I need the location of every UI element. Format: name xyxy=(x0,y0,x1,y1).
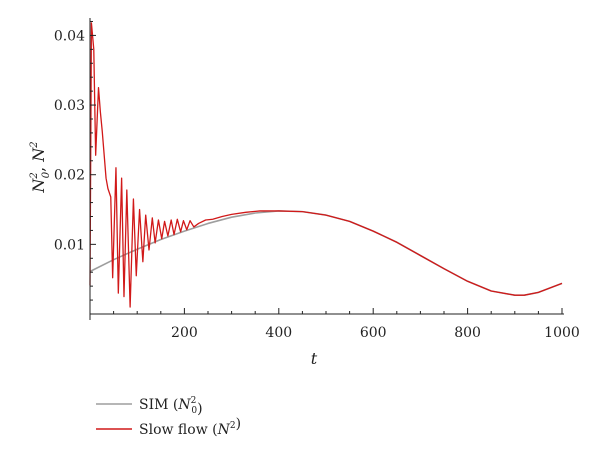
y-tick-label: 0.03 xyxy=(54,98,85,114)
y-axis-label: N20, N2 xyxy=(29,141,52,193)
legend-label-0: SIM (N2 0) xyxy=(139,396,203,417)
x-ticks: 200 400 600 800 1000 xyxy=(113,308,580,341)
x-tick-label: 800 xyxy=(454,325,481,341)
y-ticks: 0.01 0.02 0.03 0.04 xyxy=(54,20,96,301)
x-tick-label: 400 xyxy=(265,325,292,341)
series-line-0 xyxy=(89,210,563,297)
series-line-1 xyxy=(89,22,563,308)
legend-label-1: Slow flow (N2) xyxy=(139,416,241,438)
y-tick-label: 0.01 xyxy=(54,237,85,253)
legend: SIM (N2 0)Slow flow (N2) xyxy=(96,396,241,438)
x-axis-label: t xyxy=(311,349,318,368)
y-tick-label: 0.04 xyxy=(54,28,85,44)
plot-series xyxy=(89,22,563,308)
x-tick-label: 600 xyxy=(360,325,387,341)
x-tick-label: 200 xyxy=(171,325,198,341)
y-tick-label: 0.02 xyxy=(54,168,85,184)
x-tick-label: 1000 xyxy=(544,325,580,341)
axes xyxy=(89,18,564,320)
